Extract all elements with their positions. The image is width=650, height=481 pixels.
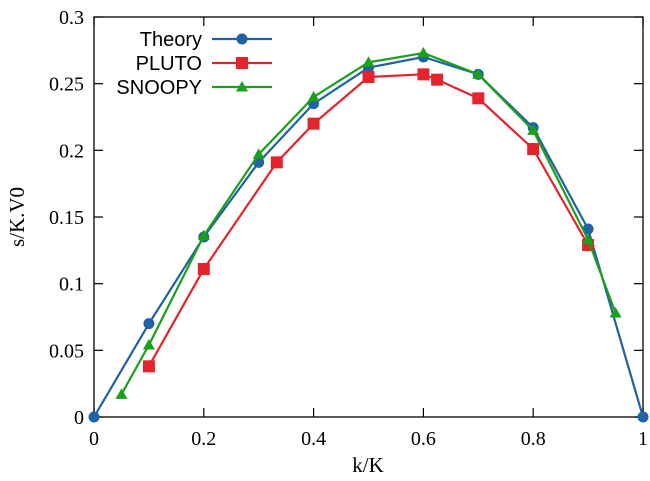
legend-item-snoopy: SNOOPY	[116, 77, 272, 99]
legend-marker-snoopy	[236, 81, 248, 92]
data-point-snoopy	[252, 148, 265, 159]
x-tick-label: 0.4	[301, 428, 326, 450]
legend-marker-theory	[236, 33, 248, 45]
data-point-snoopy	[142, 339, 155, 350]
y-tick-label: 0.05	[49, 340, 84, 362]
data-point-snoopy	[582, 233, 595, 245]
legend-item-theory: Theory	[140, 29, 272, 51]
data-point-theory	[143, 318, 155, 330]
data-point-snoopy	[362, 56, 375, 67]
data-point-pluto	[197, 263, 210, 275]
data-point-pluto	[307, 117, 320, 130]
tick-labels: 0 0.2 0.4 0.6 0.8 1 0 0.05 0.1 0.15 0.2 0.25 0.3	[49, 7, 648, 450]
data-point-theory	[88, 411, 100, 423]
y-tick-label: 0.25	[49, 74, 84, 96]
legend-label-snoopy: SNOOPY	[116, 77, 202, 99]
data-point-pluto	[417, 68, 430, 81]
series-line-snoopy	[120, 51, 617, 395]
series-snoopy	[115, 47, 622, 399]
data-point-pluto	[270, 156, 283, 169]
data-point-snoopy	[417, 47, 430, 58]
x-tick-label: 0.8	[521, 428, 546, 450]
y-tick-label: 0.3	[59, 7, 84, 29]
x-tick-label: 0.6	[411, 428, 436, 450]
series-pluto	[142, 68, 595, 373]
x-tick-label: 1	[638, 428, 648, 450]
x-tick-label: 0.2	[191, 428, 216, 450]
data-point-snoopy	[115, 388, 128, 399]
data-point-pluto	[472, 92, 485, 105]
legend-marker-pluto	[236, 57, 248, 69]
legend-item-pluto: PLUTO	[136, 53, 272, 75]
y-tick-label: 0.1	[59, 274, 84, 296]
x-axis-label: k/K	[352, 453, 384, 477]
data-point-pluto	[431, 73, 444, 86]
data-point-snoopy	[307, 91, 320, 102]
series-layer	[88, 47, 649, 423]
data-point-snoopy	[197, 229, 210, 241]
y-tick-label: 0.15	[49, 207, 84, 229]
data-point-snoopy	[472, 68, 485, 79]
x-tick-label: 0	[89, 428, 99, 450]
data-point-pluto	[527, 143, 540, 155]
data-point-theory	[637, 411, 649, 423]
legend-label-theory: Theory	[140, 29, 202, 51]
series-line-theory	[93, 55, 645, 418]
y-tick-label: 0.2	[59, 140, 84, 162]
data-point-snoopy	[527, 124, 540, 135]
data-point-snoopy	[609, 307, 622, 318]
series-line-pluto	[147, 73, 590, 367]
data-point-pluto	[142, 360, 155, 373]
y-axis-label: s/K.V0	[5, 187, 29, 247]
y-tick-label: 0	[74, 407, 84, 429]
legend-label-pluto: PLUTO	[136, 53, 202, 75]
data-point-pluto	[362, 71, 375, 83]
series-theory	[88, 51, 649, 423]
